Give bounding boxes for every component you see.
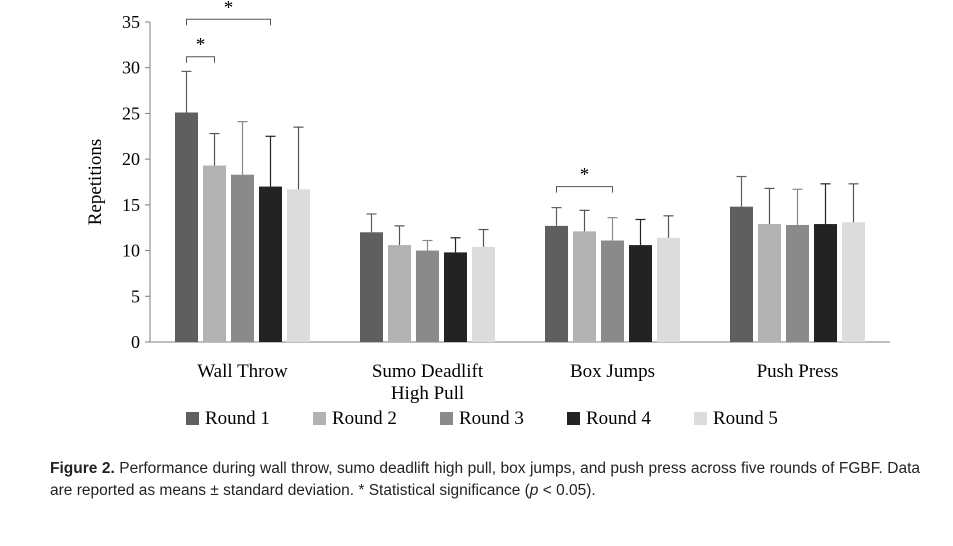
legend-swatch — [186, 412, 199, 425]
bar — [601, 240, 624, 342]
y-tick-label: 35 — [122, 12, 140, 32]
y-tick-label: 0 — [131, 332, 140, 352]
bar — [573, 231, 596, 342]
bar — [629, 245, 652, 342]
caption-label: Figure 2. — [50, 460, 115, 477]
x-tick-label: Push Press — [757, 361, 839, 382]
bar — [287, 189, 310, 342]
significance-label: * — [224, 0, 234, 18]
y-tick-label: 10 — [122, 241, 140, 261]
legend-swatch — [567, 412, 580, 425]
legend-swatch — [694, 412, 707, 425]
bar — [842, 222, 865, 342]
legend-label: Round 4 — [586, 408, 651, 429]
significance-label: * — [196, 35, 206, 56]
bar — [388, 245, 411, 342]
y-tick-label: 20 — [122, 149, 140, 169]
x-tick-label: Sumo Deadlift — [372, 361, 484, 382]
bar — [444, 252, 467, 342]
x-tick-label: Box Jumps — [570, 361, 655, 382]
caption-text: Performance during wall throw, sumo dead… — [50, 460, 920, 499]
bar — [657, 237, 680, 342]
bar — [203, 165, 226, 342]
significance-label: * — [580, 165, 590, 186]
y-tick-label: 5 — [131, 286, 140, 306]
bar — [175, 112, 198, 342]
bar — [360, 232, 383, 342]
significance-bracket — [186, 56, 215, 63]
bar — [231, 174, 254, 342]
legend-label: Round 2 — [332, 408, 397, 429]
y-tick-label: 30 — [122, 58, 140, 78]
legend-swatch — [440, 412, 453, 425]
bar-chart: 0 5 10 15 20 25 30 35 Repetitions Wall Throw Sumo … — [85, 0, 890, 429]
y-tick-label: 15 — [122, 195, 140, 215]
significance-bracket — [186, 18, 271, 26]
caption-tail: < 0.05). — [538, 482, 596, 499]
y-tick-label: 25 — [122, 103, 140, 123]
bar — [259, 186, 282, 342]
x-tick-label: Wall Throw — [197, 361, 288, 382]
bar — [758, 224, 781, 342]
figure-caption: Figure 2. Performance during wall throw,… — [50, 458, 920, 502]
bar — [472, 246, 495, 342]
bar — [545, 225, 568, 342]
legend-label: Round 3 — [459, 408, 524, 429]
bar — [814, 224, 837, 342]
significance-bracket — [556, 186, 613, 193]
bar — [416, 250, 439, 342]
legend-label: Round 1 — [205, 408, 270, 429]
x-tick-label: High Pull — [391, 383, 464, 404]
legend-swatch — [313, 412, 326, 425]
bar — [786, 224, 809, 342]
bar — [730, 206, 753, 342]
caption-p: p — [529, 482, 539, 499]
y-axis-title: Repetitions — [85, 139, 106, 226]
legend-label: Round 5 — [713, 408, 778, 429]
